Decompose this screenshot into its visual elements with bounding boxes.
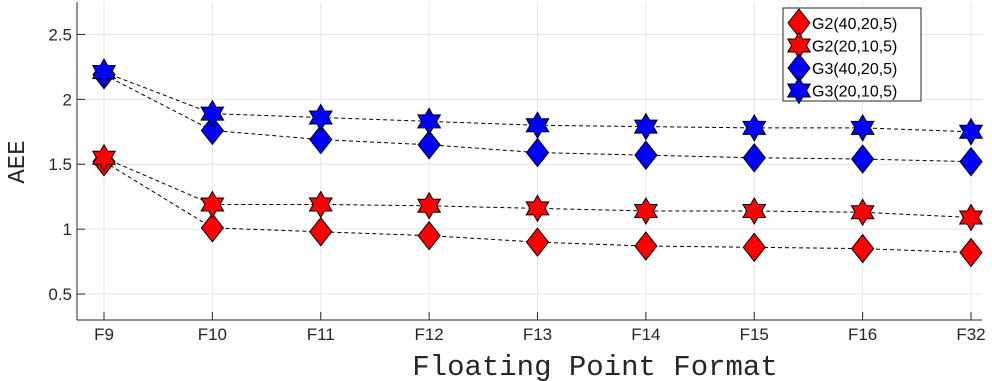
legend-label: G2(40,20,5) [812, 16, 897, 33]
y-tick-label: 2.5 [48, 25, 72, 44]
data-point-series-1 [309, 216, 333, 247]
data-point-series-2 [633, 196, 658, 225]
data-point-series-3 [742, 142, 766, 173]
data-point-series-4 [525, 111, 550, 140]
data-point-series-1 [850, 233, 875, 264]
data-point-series-2 [308, 190, 333, 219]
data-point-series-1 [634, 231, 658, 261]
y-tick-label: 2 [63, 90, 72, 109]
x-tick-label: F14 [631, 325, 660, 344]
legend-marker [786, 76, 812, 105]
data-point-series-1 [417, 220, 441, 251]
data-point-series-2 [91, 143, 117, 172]
data-point-series-4 [308, 103, 333, 132]
data-point-series-4 [850, 113, 875, 142]
data-point-series-2 [958, 203, 984, 232]
x-tick-label: F12 [414, 325, 443, 344]
legend-entry: G2(40,20,5) [787, 8, 897, 38]
x-tick-label: F11 [307, 325, 335, 344]
data-point-series-3 [959, 146, 983, 177]
x-tick-label: F32 [956, 325, 985, 344]
axes-layer: 0.5 1 1.5 2 2.5 F9 F10 F11 F12 F13 F14 F15 F16 F32 [48, 2, 986, 344]
y-tick-label: 1 [63, 220, 72, 239]
data-point-series-1 [200, 213, 225, 243]
legend: G2(40,20,5) G2(20,10,5) G3(40,20,5) G3(20,1… [782, 7, 922, 105]
data-point-series-2 [525, 194, 550, 223]
data-point-series-2 [417, 191, 442, 220]
data-point-series-2 [200, 190, 225, 219]
series-line-3 [103, 74, 972, 163]
data-point-series-2 [742, 196, 767, 225]
data-point-series-3 [634, 140, 658, 170]
series-line-1 [103, 161, 972, 254]
legend-entry: G3(40,20,5) [787, 53, 897, 83]
data-point-series-3 [200, 115, 225, 146]
x-tick-label: F16 [848, 325, 877, 344]
data-point-series-4 [91, 58, 117, 87]
data-point-series-2 [850, 198, 875, 227]
data-point-series-3 [309, 124, 333, 155]
y-tick-label: 0.5 [48, 285, 72, 304]
x-axis-title: Floating Point Format [412, 351, 777, 381]
x-tick-label: F10 [198, 325, 227, 344]
data-point-series-1 [525, 227, 550, 257]
y-tick-label: 1.5 [48, 155, 72, 174]
data-point-series-4 [633, 112, 658, 141]
y-axis-title: AEE [5, 140, 32, 183]
data-point-series-4 [958, 117, 984, 146]
data-point-series-4 [742, 113, 767, 142]
data-point-series-1 [742, 232, 766, 263]
data-point-series-3 [850, 144, 875, 174]
data-point-series-3 [525, 137, 550, 168]
x-tick-label: F9 [94, 325, 114, 344]
legend-entry: G2(20,10,5) [786, 31, 897, 60]
x-tick-label: F15 [740, 325, 769, 344]
legend-label: G3(20,10,5) [812, 84, 897, 101]
legend-label: G2(20,10,5) [812, 39, 897, 56]
data-point-series-3 [417, 129, 441, 160]
series-markers [91, 58, 984, 268]
x-tick-label: F13 [523, 325, 552, 344]
data-point-series-4 [417, 107, 442, 136]
legend-entry: G3(20,10,5) [786, 76, 897, 105]
legend-label: G3(40,20,5) [812, 61, 897, 78]
data-point-series-4 [200, 99, 225, 128]
data-point-series-1 [959, 237, 983, 268]
